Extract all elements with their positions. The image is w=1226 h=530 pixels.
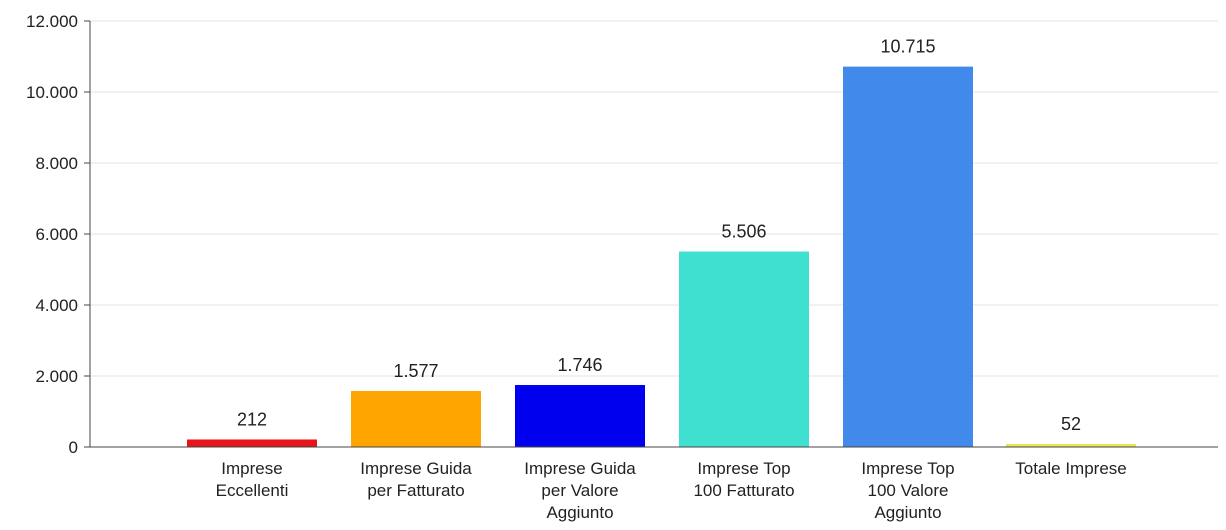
x-tick-label: per Valore <box>541 481 618 500</box>
x-tick-label: Imprese Top <box>861 459 954 478</box>
x-tick-label: per Fatturato <box>367 481 464 500</box>
x-tick-label: Imprese Top <box>697 459 790 478</box>
x-tick-label: Imprese Guida <box>524 459 636 478</box>
data-label: 5.506 <box>721 222 766 242</box>
y-tick-label: 6.000 <box>35 225 78 244</box>
y-tick-label: 2.000 <box>35 367 78 386</box>
bar <box>515 385 645 447</box>
data-label: 10.715 <box>880 37 935 57</box>
x-tick-label: Imprese Guida <box>360 459 472 478</box>
bar <box>187 439 317 447</box>
bar <box>351 391 481 447</box>
data-label: 52 <box>1061 414 1081 434</box>
x-tick-label: Imprese <box>221 459 282 478</box>
y-tick-label: 10.000 <box>26 83 78 102</box>
x-tick-label: Aggiunto <box>874 503 941 522</box>
bar <box>679 251 809 447</box>
bar <box>843 66 973 448</box>
data-label: 1.746 <box>557 355 602 375</box>
y-tick-label: 8.000 <box>35 154 78 173</box>
data-label: 212 <box>237 409 267 429</box>
gridlines <box>90 20 1218 377</box>
y-tick-label: 4.000 <box>35 296 78 315</box>
x-axis: Imprese Eccellenti Imprese Guida per Fattur… <box>90 446 1218 522</box>
x-tick-label: 100 Valore <box>868 481 949 500</box>
y-axis: 0 2.000 4.000 6.000 8.000 10.000 12.000 <box>26 12 91 457</box>
bar <box>1006 444 1136 447</box>
x-tick-label: Aggiunto <box>546 503 613 522</box>
x-tick-label: Eccellenti <box>216 481 289 500</box>
data-label: 1.577 <box>393 361 438 381</box>
x-tick-label: Totale Imprese <box>1015 459 1127 478</box>
x-tick-label: 100 Fatturato <box>693 481 794 500</box>
bars: 212 1.577 1.746 5.506 10.715 52 <box>187 37 1136 448</box>
y-tick-label: 12.000 <box>26 12 78 31</box>
y-tick-label: 0 <box>69 438 78 457</box>
